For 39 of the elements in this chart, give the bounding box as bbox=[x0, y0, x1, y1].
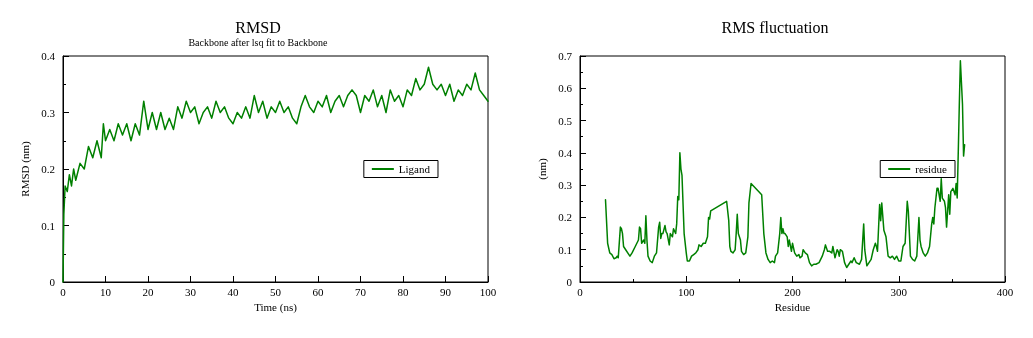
x-axis-title: Time (ns) bbox=[254, 301, 298, 315]
y-tick-label: 0 bbox=[49, 276, 56, 288]
y-tick-label: 0.1 bbox=[41, 219, 55, 232]
x-tick-label: 70 bbox=[355, 285, 367, 298]
x-tick-label: 30 bbox=[185, 285, 197, 298]
y-tick-label: 0.7 bbox=[558, 50, 573, 62]
x-tick-label: 0 bbox=[577, 285, 584, 298]
x-tick-label: 90 bbox=[440, 285, 452, 298]
x-tick-label: 0 bbox=[60, 285, 67, 298]
legend-label: Ligand bbox=[398, 163, 431, 175]
chart-title: RMS fluctuation bbox=[721, 18, 829, 36]
x-tick-label: 40 bbox=[227, 285, 239, 298]
y-tick-label: 0.2 bbox=[41, 163, 55, 175]
y-axis-title: (nm) bbox=[535, 157, 549, 180]
y-tick-label: 0.4 bbox=[41, 50, 56, 62]
x-tick-label: 200 bbox=[784, 285, 802, 298]
y-tick-label: 0.4 bbox=[558, 146, 573, 159]
y-tick-label: 0.3 bbox=[41, 106, 56, 119]
y-tick-label: 0.5 bbox=[558, 114, 573, 127]
x-tick-label: 300 bbox=[890, 285, 908, 298]
y-tick-label: 0.2 bbox=[558, 211, 572, 224]
chart-subtitle: Backbone after lsq fit to Backbone bbox=[188, 36, 329, 48]
x-tick-label: 100 bbox=[678, 285, 695, 298]
x-tick-label: 100 bbox=[479, 285, 497, 298]
y-tick-label: 0.3 bbox=[558, 179, 573, 192]
y-tick-label: 0.1 bbox=[558, 243, 572, 256]
x-tick-label: 80 bbox=[397, 285, 409, 298]
x-axis-title: Residue bbox=[774, 301, 811, 314]
x-tick-label: 20 bbox=[142, 285, 154, 298]
x-tick-label: 60 bbox=[312, 285, 324, 298]
x-tick-label: 10 bbox=[100, 285, 112, 298]
legend-label: residue bbox=[915, 163, 948, 175]
y-axis-title: RMSD (nm) bbox=[18, 141, 32, 197]
x-tick-label: 400 bbox=[996, 285, 1014, 298]
line-series bbox=[604, 60, 966, 269]
x-tick-label: 50 bbox=[270, 285, 282, 298]
y-tick-label: 0 bbox=[566, 276, 573, 288]
chart-title: RMSD bbox=[235, 18, 281, 36]
y-tick-label: 0.6 bbox=[558, 82, 573, 95]
